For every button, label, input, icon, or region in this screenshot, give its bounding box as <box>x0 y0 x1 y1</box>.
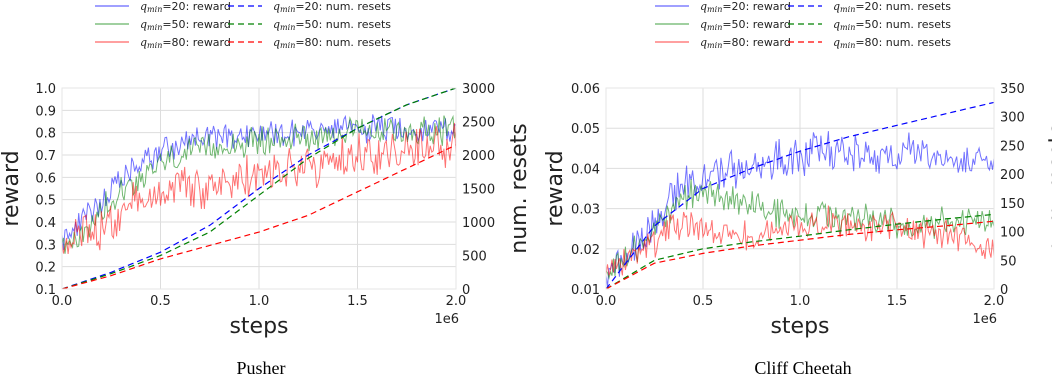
plot-frame <box>61 87 457 290</box>
y2-tick-label: 3000 <box>462 82 495 97</box>
legend-label: qmin=50: reward <box>700 18 791 32</box>
y2-tick-label: 0 <box>462 283 470 298</box>
y-tick-label: 0.3 <box>35 238 56 253</box>
y2-axis-label: num. resets <box>507 123 532 254</box>
x-tick-label: 1.0 <box>249 294 270 309</box>
y-tick-label: 0.06 <box>571 82 600 97</box>
y2-tick-label: 0 <box>1000 283 1008 298</box>
legend-left: qmin=20: reward qmin=50: reward qmin=80: r… <box>95 0 391 50</box>
legend-label: qmin=80: num. resets <box>273 36 391 50</box>
x-multiplier-label: 1e6 <box>972 312 997 327</box>
y-tick-label: 1.0 <box>35 82 56 97</box>
y-tick-label: 0.05 <box>571 122 600 137</box>
legend-label: qmin=20: reward <box>140 0 231 14</box>
y-tick-label: 0.6 <box>35 171 56 186</box>
pusher-caption: Pusher <box>237 358 286 378</box>
pusher-chart: 0.1 0.2 0.3 0.4 0.5 0.6 0.7 0.8 0.9 1.0 0 500 1000 15… <box>0 82 532 339</box>
y2-tick-label: 150 <box>1000 197 1025 212</box>
legend-label: qmin=50: reward <box>140 18 231 32</box>
legend-label: qmin=50: num. resets <box>273 18 391 32</box>
y2-tick-label: 350 <box>1000 82 1025 97</box>
plot-frame <box>605 87 995 290</box>
x-tick-label: 0.0 <box>52 294 73 309</box>
y-tick-label: 0.8 <box>35 127 56 142</box>
y-tick-label: 0.01 <box>571 283 600 298</box>
reward-line-green <box>606 178 994 280</box>
legend-label: qmin=20: reward <box>700 0 791 14</box>
y2-tick-label: 300 <box>1000 111 1025 126</box>
y2-tick-label: 500 <box>462 250 487 265</box>
y2-tick-label: 50 <box>1000 254 1017 269</box>
resets-line-red <box>62 144 456 289</box>
resets-line-green <box>62 88 456 289</box>
y2-tick-label: 250 <box>1000 139 1025 154</box>
legend-label: qmin=50: num. resets <box>833 18 951 32</box>
legend-label: qmin=80: reward <box>700 36 791 50</box>
x-tick-label: 1.5 <box>347 294 368 309</box>
resets-line-blue <box>606 101 994 289</box>
y-tick-label: 0.4 <box>35 216 56 231</box>
y-axis-label: reward <box>0 150 24 226</box>
legend-label: qmin=80: num. resets <box>833 36 951 50</box>
x-axis-label: steps <box>229 314 288 339</box>
resets-line-green <box>606 213 994 289</box>
cliff-cheetah-caption: Cliff Cheetah <box>754 358 851 378</box>
y2-tick-label: 2500 <box>462 116 495 131</box>
x-multiplier-label: 1e6 <box>434 312 459 327</box>
y-tick-label: 0.1 <box>35 283 56 298</box>
y-axis-label: reward <box>543 150 568 226</box>
y-tick-label: 0.5 <box>35 194 56 209</box>
legend-label: qmin=80: reward <box>140 36 231 50</box>
x-tick-label: 0.5 <box>150 294 171 309</box>
legend-right: qmin=20: reward qmin=50: reward qmin=80: r… <box>655 0 951 50</box>
y2-tick-label: 1500 <box>462 183 495 198</box>
legend-label: qmin=20: num. resets <box>273 0 391 14</box>
y-tick-label: 0.03 <box>571 203 600 218</box>
y2-tick-label: 200 <box>1000 168 1025 183</box>
resets-line-red <box>606 220 994 289</box>
y2-tick-label: 1000 <box>462 216 495 231</box>
x-tick-label: 0.5 <box>693 294 714 309</box>
x-axis-label: steps <box>770 314 829 339</box>
reward-line-green <box>62 114 456 254</box>
reward-line-red <box>62 122 456 254</box>
x-tick-label: 1.5 <box>887 294 908 309</box>
legend-label: qmin=20: num. resets <box>833 0 951 14</box>
y-tick-label: 0.04 <box>571 162 600 177</box>
x-tick-label: 1.0 <box>790 294 811 309</box>
y2-axis-label: num. resets <box>1045 123 1052 254</box>
y-tick-label: 0.02 <box>571 243 600 258</box>
reward-line-red <box>606 205 994 276</box>
y2-tick-label: 2000 <box>462 149 495 164</box>
y2-tick-label: 100 <box>1000 226 1025 241</box>
y-tick-label: 0.9 <box>35 104 56 119</box>
x-tick-label: 2.0 <box>446 294 467 309</box>
cliff-cheetah-chart: 0.01 0.02 0.03 0.04 0.05 0.06 0 50 100 150 200 250 3… <box>543 82 1052 339</box>
y-tick-label: 0.2 <box>35 261 56 276</box>
y-tick-label: 0.7 <box>35 149 56 164</box>
x-tick-label: 2.0 <box>984 294 1005 309</box>
x-tick-label: 0.0 <box>596 294 617 309</box>
